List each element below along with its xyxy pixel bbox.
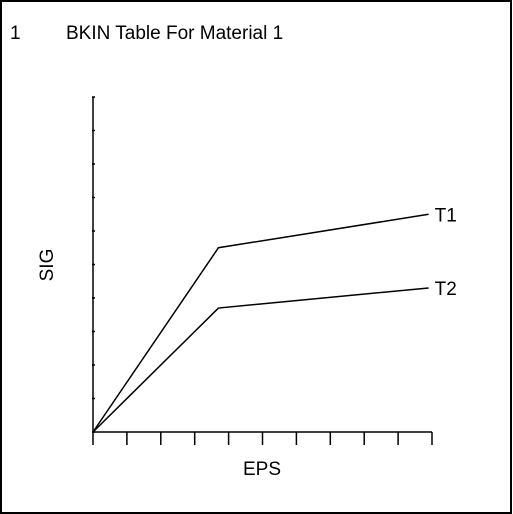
curve-label: T1 [435,205,457,226]
data-line [92,213,429,433]
x-axis-label: EPS [243,459,281,480]
chart-title: BKIN Table For Material 1 [66,23,283,44]
curve-label: T2 [435,279,457,300]
data-line [92,287,429,433]
window-number: 1 [10,23,21,44]
y-axis-label: SIG [37,249,58,282]
